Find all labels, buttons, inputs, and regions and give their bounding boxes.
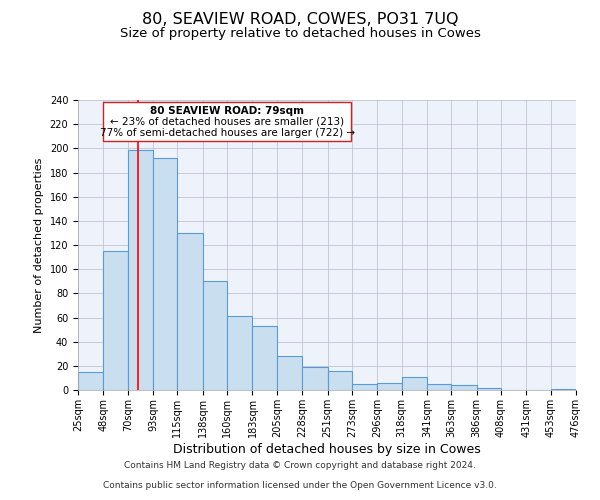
Bar (78, 372, 103, 390)
Bar (352, 384, 377, 390)
Text: Contains public sector information licensed under the Open Government Licence v3: Contains public sector information licen… (103, 481, 497, 490)
Bar (551, 389, 576, 390)
Bar (178, 233, 203, 390)
Text: 80, SEAVIEW ROAD, COWES, PO31 7UQ: 80, SEAVIEW ROAD, COWES, PO31 7UQ (142, 12, 458, 28)
Bar (302, 367, 328, 390)
Bar (227, 316, 253, 390)
Bar (103, 251, 128, 390)
Bar (328, 370, 352, 390)
Bar (476, 388, 501, 390)
Bar (128, 150, 153, 390)
Bar (203, 281, 227, 390)
Text: Contains HM Land Registry data © Crown copyright and database right 2024.: Contains HM Land Registry data © Crown c… (124, 461, 476, 470)
Text: 77% of semi-detached houses are larger (722) →: 77% of semi-detached houses are larger (… (100, 128, 355, 138)
Text: ← 23% of detached houses are smaller (213): ← 23% of detached houses are smaller (21… (110, 117, 344, 127)
Bar (377, 383, 401, 390)
FancyBboxPatch shape (103, 102, 351, 141)
Text: Size of property relative to detached houses in Cowes: Size of property relative to detached ho… (119, 28, 481, 40)
Bar (153, 158, 178, 390)
Bar (427, 384, 451, 390)
Y-axis label: Number of detached properties: Number of detached properties (34, 158, 44, 332)
Bar (277, 356, 302, 390)
Text: 80 SEAVIEW ROAD: 79sqm: 80 SEAVIEW ROAD: 79sqm (150, 106, 304, 116)
Bar (253, 326, 277, 390)
X-axis label: Distribution of detached houses by size in Cowes: Distribution of detached houses by size … (173, 442, 481, 456)
Bar (401, 376, 427, 390)
Bar (451, 385, 476, 390)
